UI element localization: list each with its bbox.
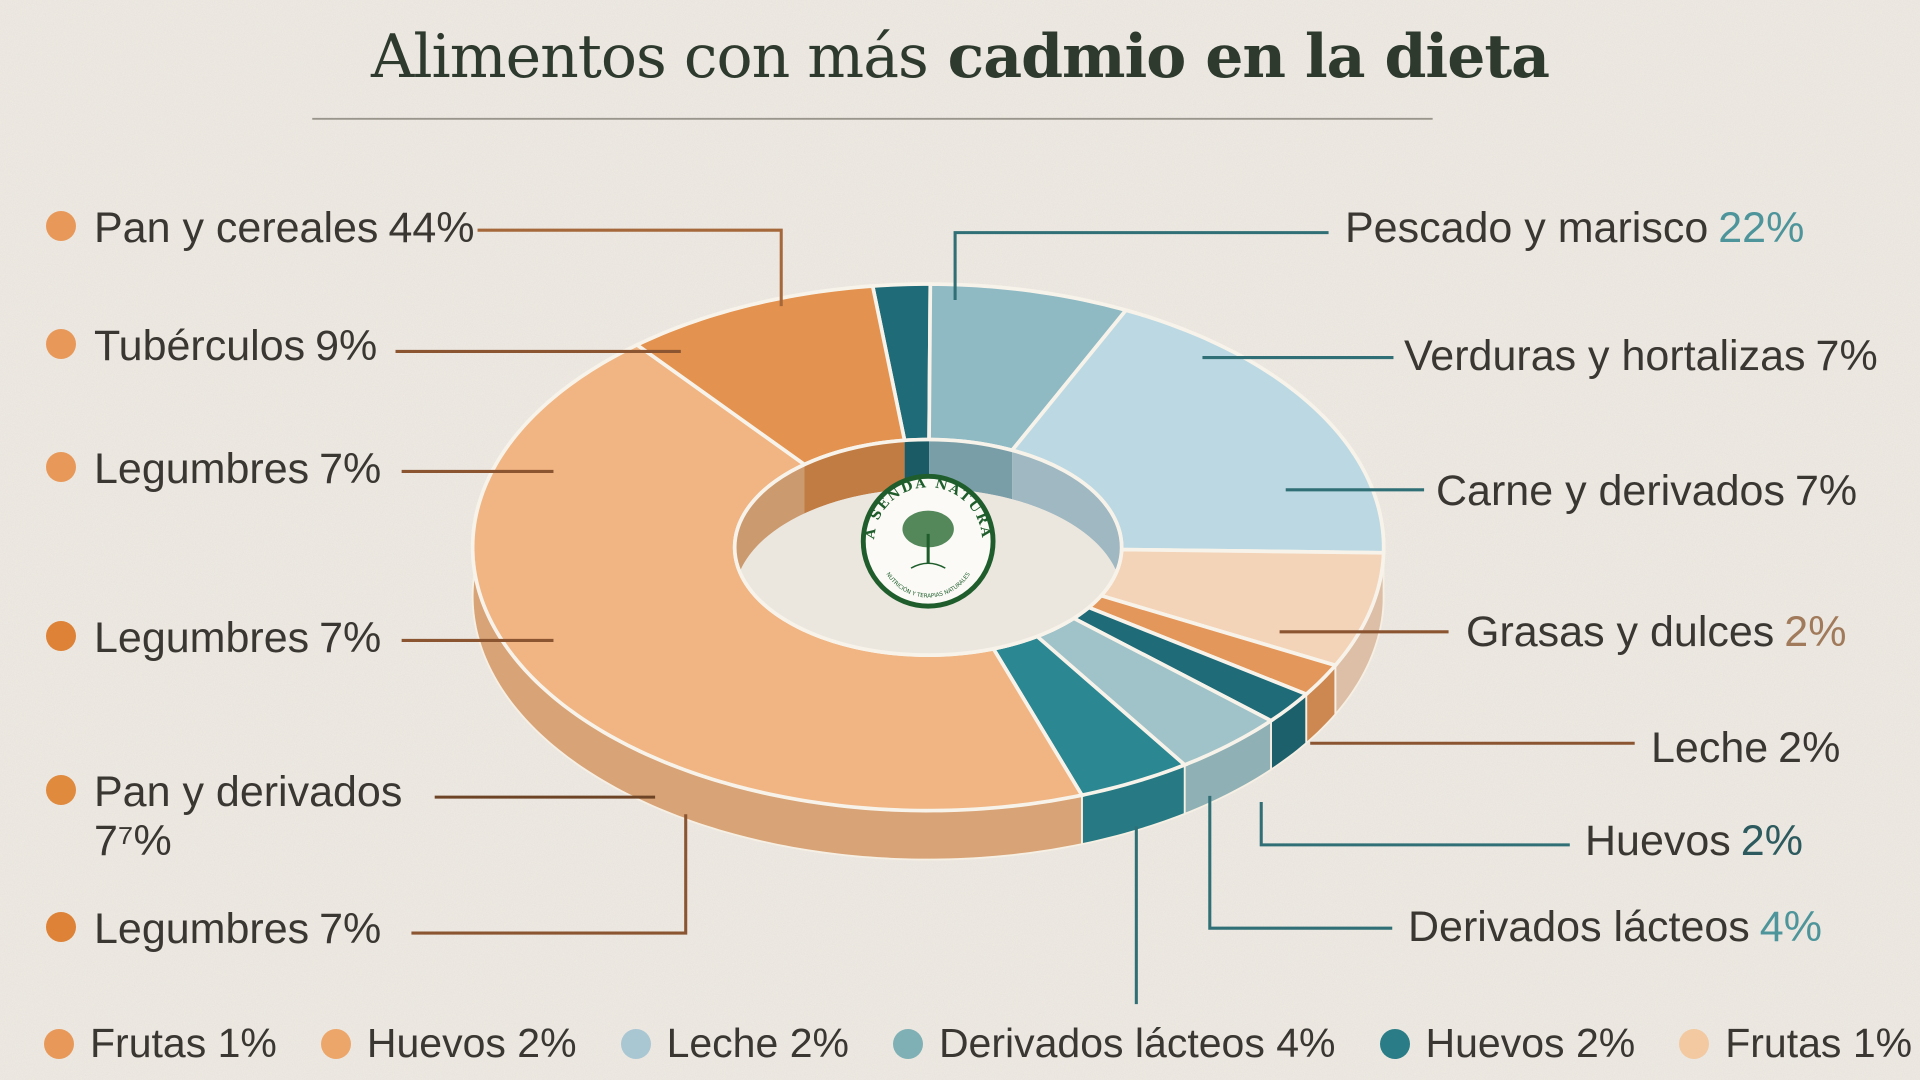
label-text: Huevos <box>1585 817 1731 865</box>
label-text: Legumbres <box>94 445 310 493</box>
legend-item: Frutas 1% <box>44 1020 277 1067</box>
label-pct: 7⁷% <box>94 817 172 866</box>
legend-pct: 2% <box>517 1020 577 1066</box>
dot-icon <box>46 210 76 241</box>
leader-huevos <box>1259 802 1570 847</box>
label-text: Legumbres <box>94 905 310 953</box>
dot-icon <box>892 1028 923 1059</box>
label-pan-cereales: Pan y cereales 44% <box>46 207 475 250</box>
label-text: Pan y derivados <box>94 768 403 816</box>
dot-icon <box>320 1028 351 1059</box>
label-pan-derivados: Pan y derivados 7⁷% <box>46 768 402 867</box>
label-huevos: Huevos 2% <box>1585 820 1803 863</box>
label-derivados-lacteos: Derivados lácteos 4% <box>1408 906 1822 949</box>
label-text: Legumbres <box>94 614 310 662</box>
label-pct: 2% <box>1740 817 1803 865</box>
label-text: Carne y derivados <box>1436 467 1785 515</box>
label-pct: 22% <box>1718 204 1805 252</box>
legend-item: Frutas 1% <box>1679 1020 1912 1067</box>
label-pct: 2% <box>1784 608 1847 656</box>
label-tuberculos: Tubérculos 9% <box>46 325 377 368</box>
dot-icon <box>46 451 76 482</box>
label-text: Verduras y hortalizas <box>1404 332 1806 380</box>
legend-label: Huevos <box>366 1020 506 1066</box>
dot-icon <box>44 1028 74 1059</box>
dot-icon <box>46 328 76 359</box>
legend-item: Huevos 2% <box>320 1020 577 1067</box>
dot-icon <box>46 620 76 651</box>
leader-pan-cereales <box>477 228 783 307</box>
label-text: Tubérculos <box>94 322 306 370</box>
label-grasas: Grasas y dulces 2% <box>1466 611 1846 654</box>
legend-label: Frutas <box>1725 1020 1842 1066</box>
legend-label: Huevos <box>1425 1020 1565 1066</box>
legend-item: Leche 2% <box>620 1020 849 1067</box>
hole-rim <box>732 437 1124 657</box>
label-leche: Leche 2% <box>1651 727 1840 770</box>
legend-pct: 1% <box>217 1020 277 1066</box>
label-text: Grasas y dulces <box>1466 608 1775 656</box>
label-text: Leche <box>1651 724 1769 772</box>
label-pct: 7% <box>319 905 382 953</box>
label-pct: 7% <box>319 614 382 662</box>
legend-pct: 1% <box>1852 1020 1913 1066</box>
leader-pescado <box>953 231 1329 300</box>
label-carne: Carne y derivados 7% <box>1436 470 1857 513</box>
label-pct: 7% <box>319 445 382 493</box>
label-text: Pan y cereales <box>94 204 379 252</box>
legend-label: Leche <box>666 1020 779 1066</box>
label-text: Pescado y marisco <box>1345 204 1709 252</box>
label-pct: 7% <box>1815 332 1878 380</box>
legend-item: Huevos 2% <box>1379 1020 1636 1067</box>
slice-inner-wall <box>804 440 905 514</box>
legend-label: Frutas <box>90 1020 207 1066</box>
label-legumbres-1: Legumbres 7% <box>46 448 381 491</box>
title-part-2: cadmio en la dieta <box>947 22 1550 92</box>
leader-derivados <box>1208 795 1393 930</box>
legend-item: Derivados lácteos 4% <box>892 1020 1336 1067</box>
dot-icon <box>46 774 76 805</box>
label-legumbres-2: Legumbres 7% <box>46 617 381 660</box>
dot-icon <box>1679 1028 1710 1059</box>
label-legumbres-3: Legumbres 7% <box>46 908 381 951</box>
legend-pct: 2% <box>1575 1020 1636 1066</box>
title-part-1: Alimentos con más <box>371 22 929 92</box>
leader-legumbres-3 <box>411 814 688 935</box>
label-pct: 7% <box>1794 467 1858 515</box>
label-pct: 4% <box>1759 903 1822 951</box>
legend: Frutas 1% Huevos 2% Leche 2% Derivados l… <box>44 1020 1912 1067</box>
slice-inner-wall <box>1012 450 1122 599</box>
legend-pct: 4% <box>1276 1020 1336 1066</box>
label-pescado: Pescado y marisco 22% <box>1345 207 1804 250</box>
dot-icon <box>46 911 76 942</box>
label-text: Derivados lácteos <box>1408 903 1750 951</box>
dot-icon <box>620 1028 651 1059</box>
legend-pct: 2% <box>789 1020 849 1066</box>
page-title: Alimentos con más cadmio en la dieta <box>0 22 1920 92</box>
legend-label: Derivados lácteos <box>938 1020 1265 1066</box>
dot-icon <box>1379 1028 1410 1059</box>
label-pct: 2% <box>1778 724 1841 772</box>
label-pct: 44% <box>388 204 475 252</box>
tree-icon <box>902 510 954 569</box>
label-verduras: Verduras y hortalizas 7% <box>1404 335 1878 378</box>
label-pct: 9% <box>315 322 378 370</box>
